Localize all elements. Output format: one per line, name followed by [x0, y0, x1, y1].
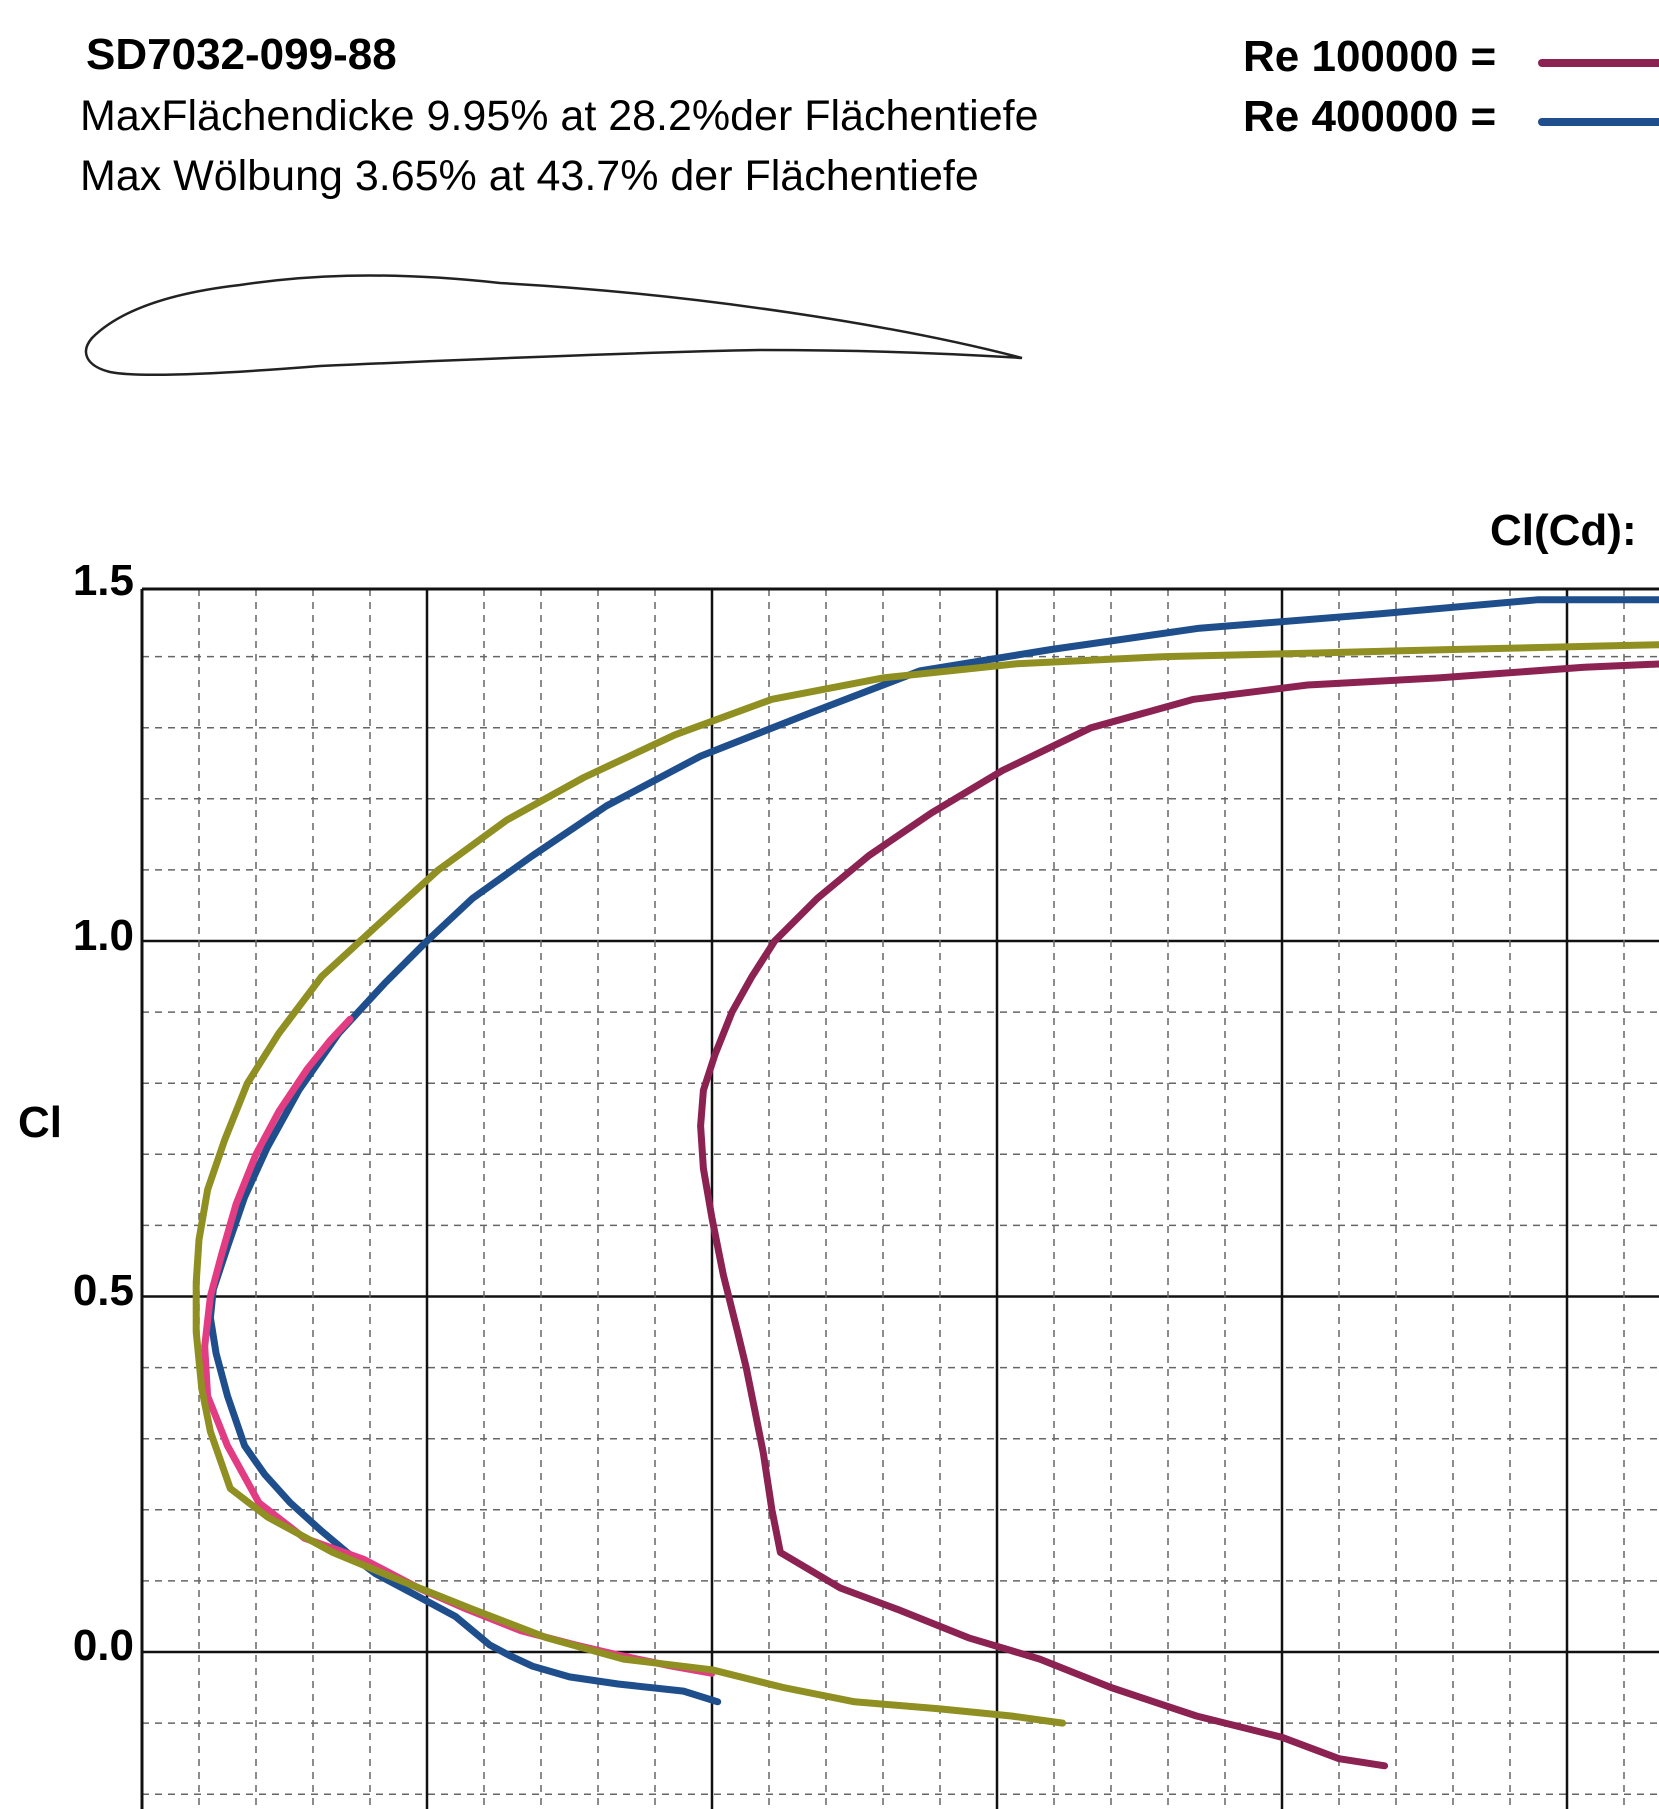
legend-line-re-400000: [1538, 118, 1659, 126]
legend-label-re-400000: Re 400000 =: [1243, 92, 1497, 141]
y-tick-label: 1.5: [72, 556, 134, 605]
y-tick-label: 0.5: [72, 1266, 134, 1315]
polar-curve-4: [192, 641, 1659, 1727]
y-tick-label: 1.0: [72, 911, 134, 960]
polar-curve-2: [206, 596, 1659, 1706]
chart-title: Cl(Cd):: [1490, 506, 1637, 555]
polar-curve-1: [697, 660, 1659, 1770]
legend-label-re-100000: Re 100000 =: [1243, 32, 1497, 81]
camber-info: Max Wölbung 3.65% at 43.7% der Flächenti…: [80, 152, 979, 200]
thickness-info: MaxFlächendicke 9.95% at 28.2%der Fläche…: [80, 92, 1039, 140]
airfoil-title: SD7032-099-88: [86, 30, 397, 79]
y-tick-label: 0.0: [72, 1621, 134, 1670]
legend-line-re-100000: [1538, 59, 1659, 67]
airfoil-outline: [84, 274, 1023, 377]
airfoil-profile-graphic: [84, 274, 1023, 377]
y-axis-label: Cl: [18, 1098, 62, 1147]
